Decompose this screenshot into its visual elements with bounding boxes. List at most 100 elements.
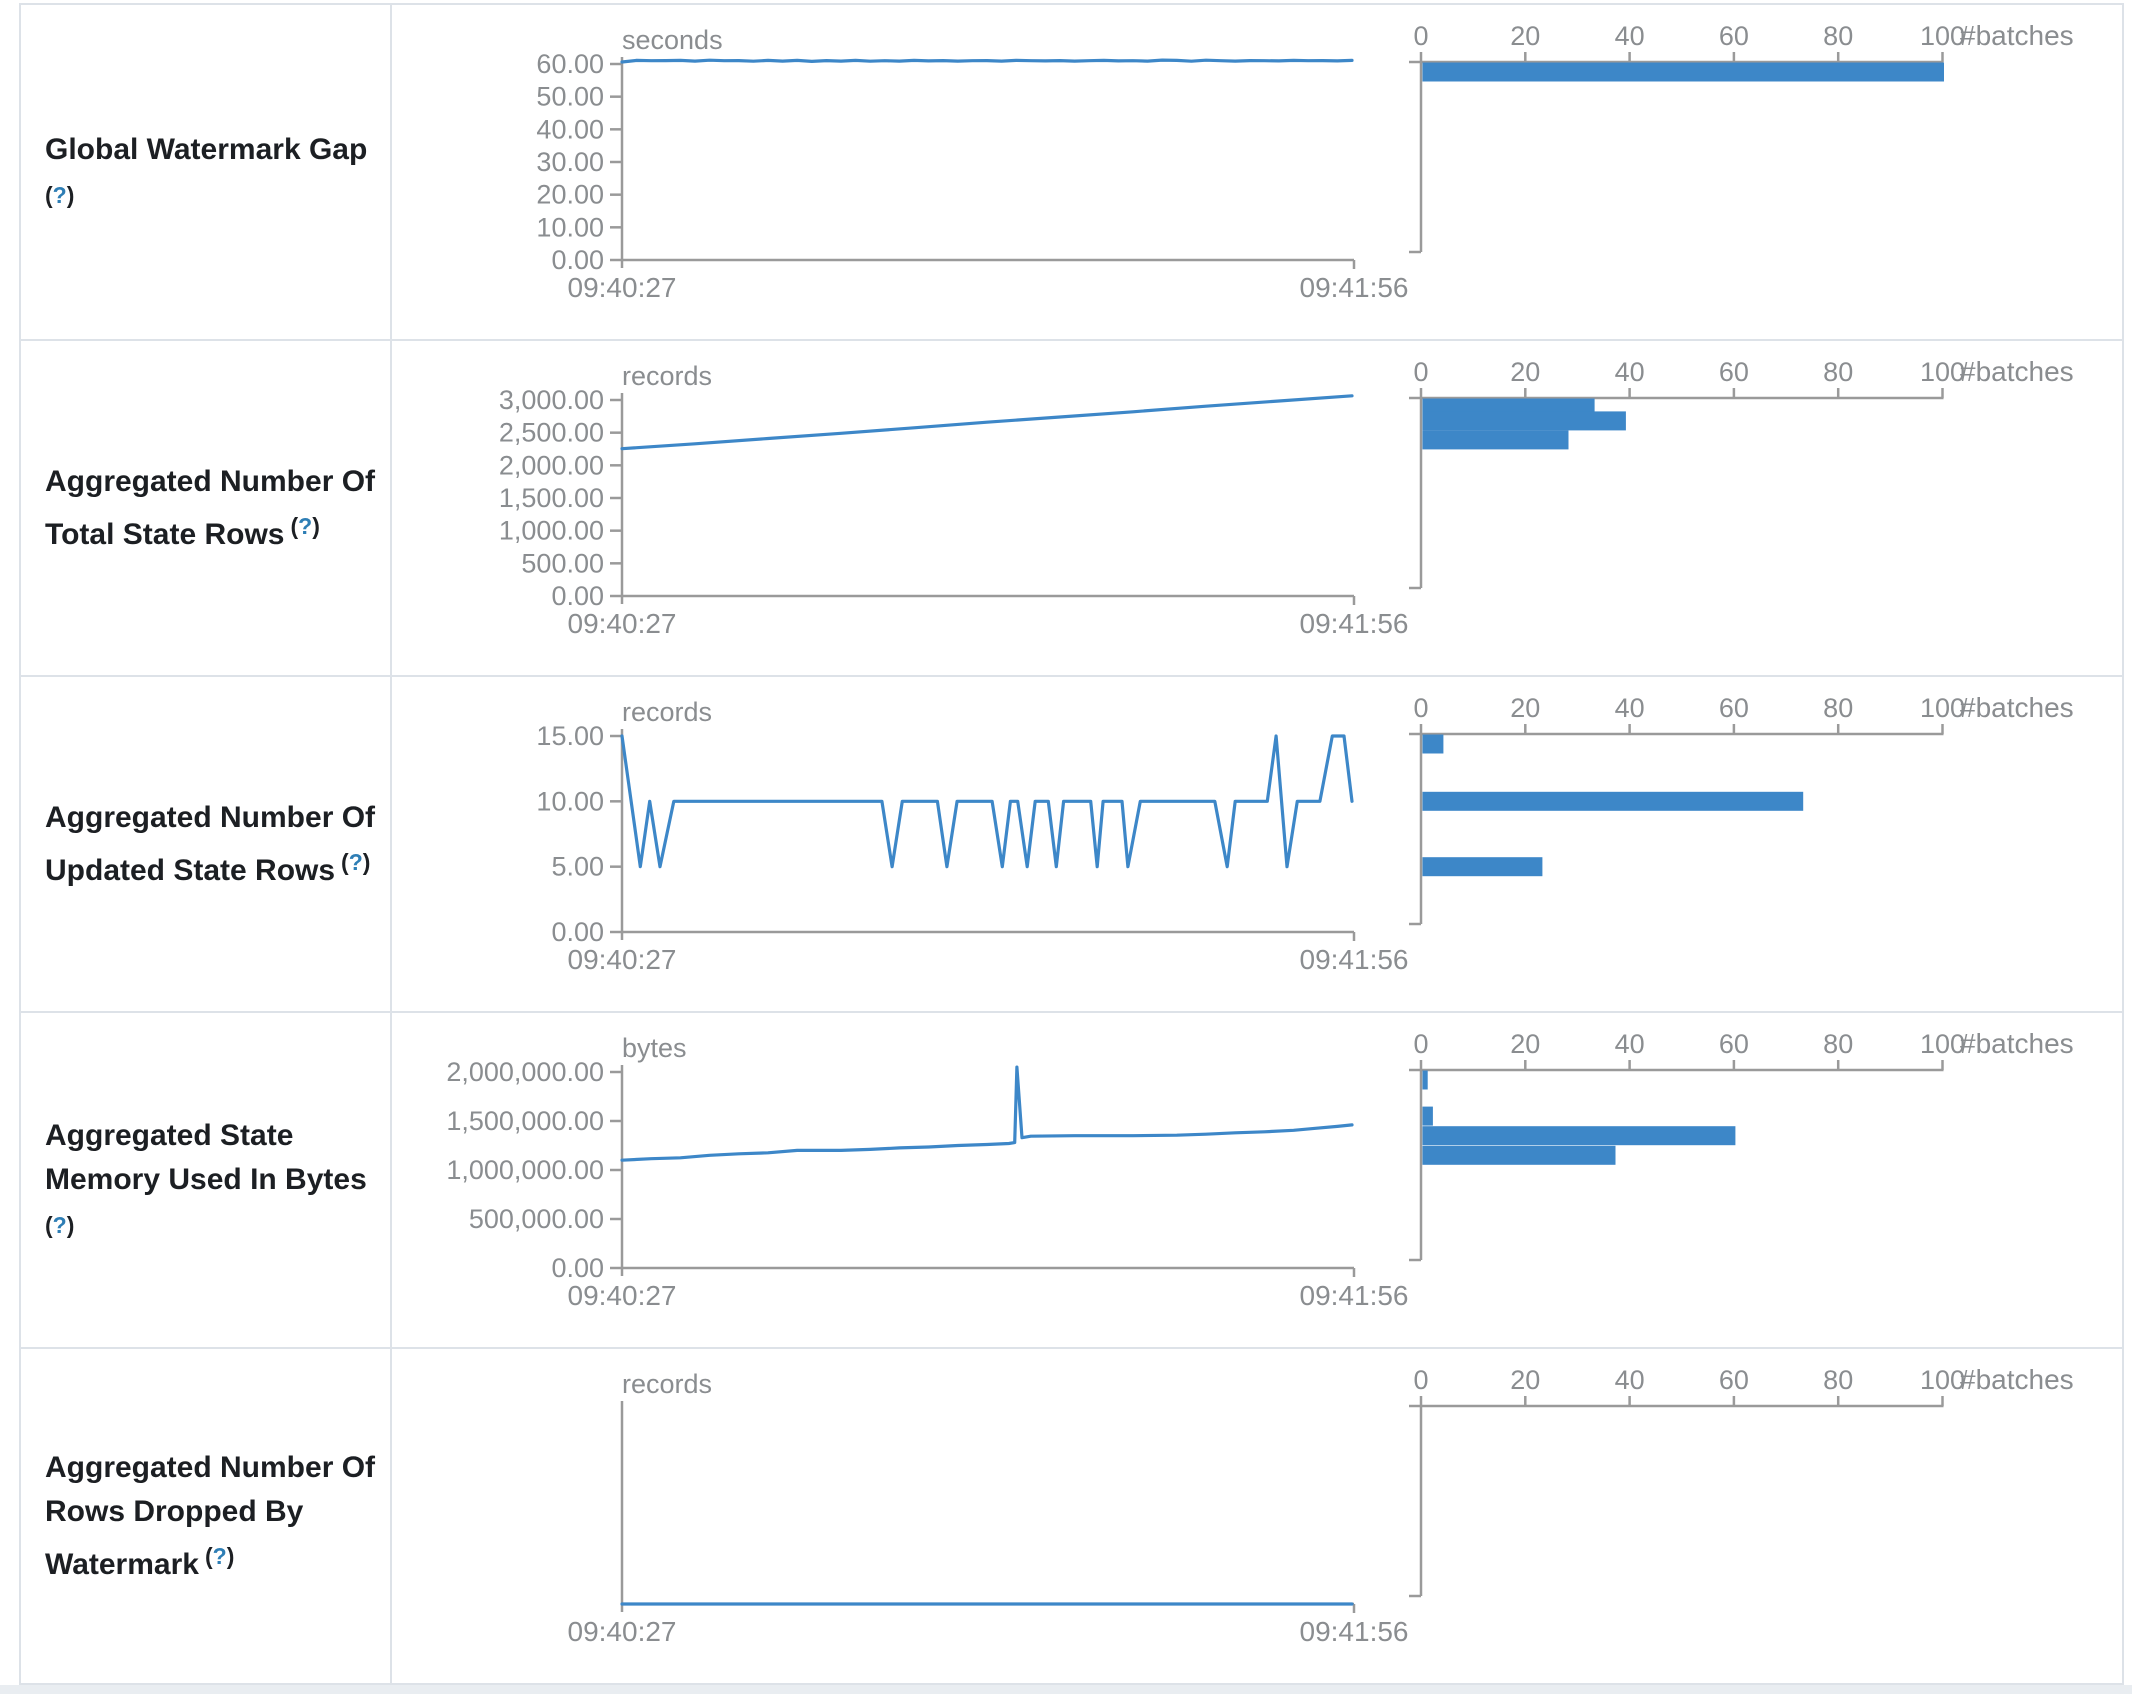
hist-axis-title: #batches: [1960, 356, 2074, 387]
timeline-end-time-label: 09:41:56: [1300, 1280, 1409, 1311]
hist-x-tick-label: 40: [1615, 1029, 1645, 1059]
hist-x-tick-label: 0: [1413, 1365, 1428, 1395]
hist-x-tick-label: 80: [1823, 1029, 1853, 1059]
timeline-unit-label: records: [622, 697, 712, 727]
help-link-aggregated-rows-dropped-by-watermark[interactable]: (?): [205, 1543, 234, 1569]
timeline-y-tick-label: 0.00: [551, 917, 604, 947]
metric-row-global-watermark-gap: Global Watermark Gap (?) 60.00 50.00 40.00 30…: [21, 5, 2122, 339]
help-link-global-watermark-gap[interactable]: (?): [45, 182, 74, 208]
hist-x-tick-label: 60: [1719, 21, 1749, 51]
hist-x-tick-label: 40: [1615, 21, 1645, 51]
help-question-icon: ?: [348, 848, 363, 875]
hist-bar: [1422, 62, 1944, 82]
help-link-aggregated-updated-state-rows[interactable]: (?): [341, 849, 370, 875]
timeline-start-time-label: 09:40:27: [568, 272, 677, 303]
hist-x-tick-label: 80: [1823, 1365, 1853, 1395]
help-paren-open: (: [290, 512, 299, 539]
hist-bar: [1422, 857, 1543, 877]
page-footer-strip: [0, 1685, 2132, 1694]
metric-label-text: Global Watermark Gap: [45, 132, 368, 166]
timeline-end-time-label: 09:41:56: [1300, 272, 1409, 303]
timeline-y-tick-label: 20.00: [536, 180, 604, 210]
metric-row-aggregated-updated-state-rows: Aggregated Number Of Updated State Rows (?…: [21, 675, 2122, 1011]
hist-x-tick-label: 80: [1823, 21, 1853, 51]
metric-label-text: Total State Rows: [45, 517, 285, 551]
timeline-y-tick-label: 0.00: [551, 1253, 604, 1283]
hist-x-tick-label: 20: [1510, 1365, 1540, 1395]
timeline-y-tick-label: 500,000.00: [469, 1204, 604, 1234]
help-paren-close: ): [66, 181, 75, 208]
hist-bar: [1422, 411, 1626, 431]
charts-svg-aggregated-state-memory-used: 2,000,000.00 1,500,000.00 1,000,000.00 500,…: [446, 1028, 2074, 1311]
metric-label-text: Aggregated Number Of: [45, 800, 376, 834]
hist-axis-title: #batches: [1960, 20, 2074, 51]
help-link-aggregated-state-memory-used[interactable]: (?): [45, 1212, 74, 1238]
charts-svg-aggregated-total-state-rows: 3,000.002,500.002,000.001,500.001,000.00…: [499, 356, 2074, 639]
hist-x-tick-label: 0: [1413, 21, 1428, 51]
timeline-y-tick-label: 30.00: [536, 147, 604, 177]
timeline-end-time-label: 09:41:56: [1300, 944, 1409, 975]
timeline-y-tick-label: 0.00: [551, 581, 604, 611]
help-paren-close: ): [312, 512, 320, 539]
help-paren-open: (: [45, 1211, 53, 1238]
hist-x-tick-label: 0: [1413, 693, 1428, 723]
metric-label-global-watermark-gap: Global Watermark Gap (?): [21, 5, 392, 339]
timeline-y-tick-label: 10.00: [536, 212, 604, 242]
hist-bar: [1422, 734, 1444, 754]
hist-axis-title: #batches: [1960, 1028, 2074, 1059]
hist-x-tick-label: 60: [1719, 1365, 1749, 1395]
timeline-y-tick-label: 3,000.00: [499, 385, 604, 415]
hist-x-tick-label: 60: [1719, 357, 1749, 387]
hist-x-tick-label: 80: [1823, 357, 1853, 387]
hist-x-tick-label: 20: [1510, 1029, 1540, 1059]
hist-x-tick-label: 20: [1510, 21, 1540, 51]
timeline-y-tick-label: 10.00: [536, 786, 604, 816]
help-question-icon: ?: [298, 512, 313, 539]
hist-x-tick-label: 40: [1615, 357, 1645, 387]
help-paren-close: ): [362, 848, 371, 875]
timeline-unit-label: records: [622, 1369, 712, 1399]
metric-label-aggregated-total-state-rows: Aggregated Number Of Total State Rows (?): [21, 341, 392, 675]
hist-x-tick-label: 100: [1920, 693, 1965, 723]
timeline-y-tick-label: 0.00: [551, 245, 604, 275]
hist-x-tick-label: 20: [1510, 693, 1540, 723]
timeline-y-tick-label: 5.00: [551, 852, 604, 882]
timeline-start-time-label: 09:40:27: [568, 1280, 677, 1311]
hist-x-tick-label: 100: [1920, 1029, 1965, 1059]
hist-x-tick-label: 60: [1719, 1029, 1749, 1059]
metric-row-aggregated-state-memory-used: Aggregated State Memory Used In Bytes (?) 2…: [21, 1011, 2122, 1347]
chart-cell-global-watermark-gap: 60.00 50.00 40.00 30.00 20.00 10.00 0.00 second…: [392, 5, 2124, 339]
hist-x-tick-label: 40: [1615, 1365, 1645, 1395]
help-question-icon: ?: [212, 1542, 227, 1569]
timeline-y-tick-label: 1,000.00: [499, 516, 604, 546]
hist-bar: [1422, 791, 1804, 811]
help-question-icon: ?: [52, 1211, 67, 1238]
hist-x-tick-label: 100: [1920, 1365, 1965, 1395]
timeline-end-time-label: 09:41:56: [1300, 608, 1409, 639]
timeline-series-line: [620, 58, 1354, 64]
hist-x-tick-label: 0: [1413, 1029, 1428, 1059]
help-question-icon: ?: [52, 181, 67, 208]
chart-cell-aggregated-rows-dropped-by-watermark: records 09:40:27 09:41:56 0 20 40 60 80 100 #batc…: [392, 1349, 2124, 1683]
help-paren-open: (: [341, 848, 349, 875]
help-link-aggregated-total-state-rows[interactable]: (?): [290, 513, 319, 539]
charts-svg-aggregated-updated-state-rows: 15.00 10.00 5.00 0.00 records 09:40:27 09:41:5…: [536, 692, 2074, 975]
timeline-y-tick-label: 2,000,000.00: [446, 1057, 604, 1087]
hist-x-tick-label: 0: [1413, 357, 1428, 387]
timeline-y-tick-label: 2,500.00: [499, 418, 604, 448]
timeline-unit-label: records: [622, 361, 712, 391]
timeline-end-time-label: 09:41:56: [1300, 1616, 1409, 1647]
timeline-unit-label: seconds: [622, 25, 723, 55]
timeline-unit-label: bytes: [622, 1033, 687, 1063]
timeline-series-line: [620, 734, 1354, 869]
metric-label-text: Updated State Rows: [45, 853, 336, 887]
metric-label-text: Aggregated State: [45, 1118, 294, 1152]
timeline-series-line: [620, 394, 1354, 451]
metric-label-aggregated-rows-dropped-by-watermark: Aggregated Number Of Rows Dropped By Water…: [21, 1349, 392, 1683]
timeline-start-time-label: 09:40:27: [568, 1616, 677, 1647]
hist-x-tick-label: 100: [1920, 21, 1965, 51]
timeline-series-line: [620, 1065, 1354, 1162]
hist-axis-title: #batches: [1960, 692, 2074, 723]
hist-x-tick-label: 20: [1510, 357, 1540, 387]
